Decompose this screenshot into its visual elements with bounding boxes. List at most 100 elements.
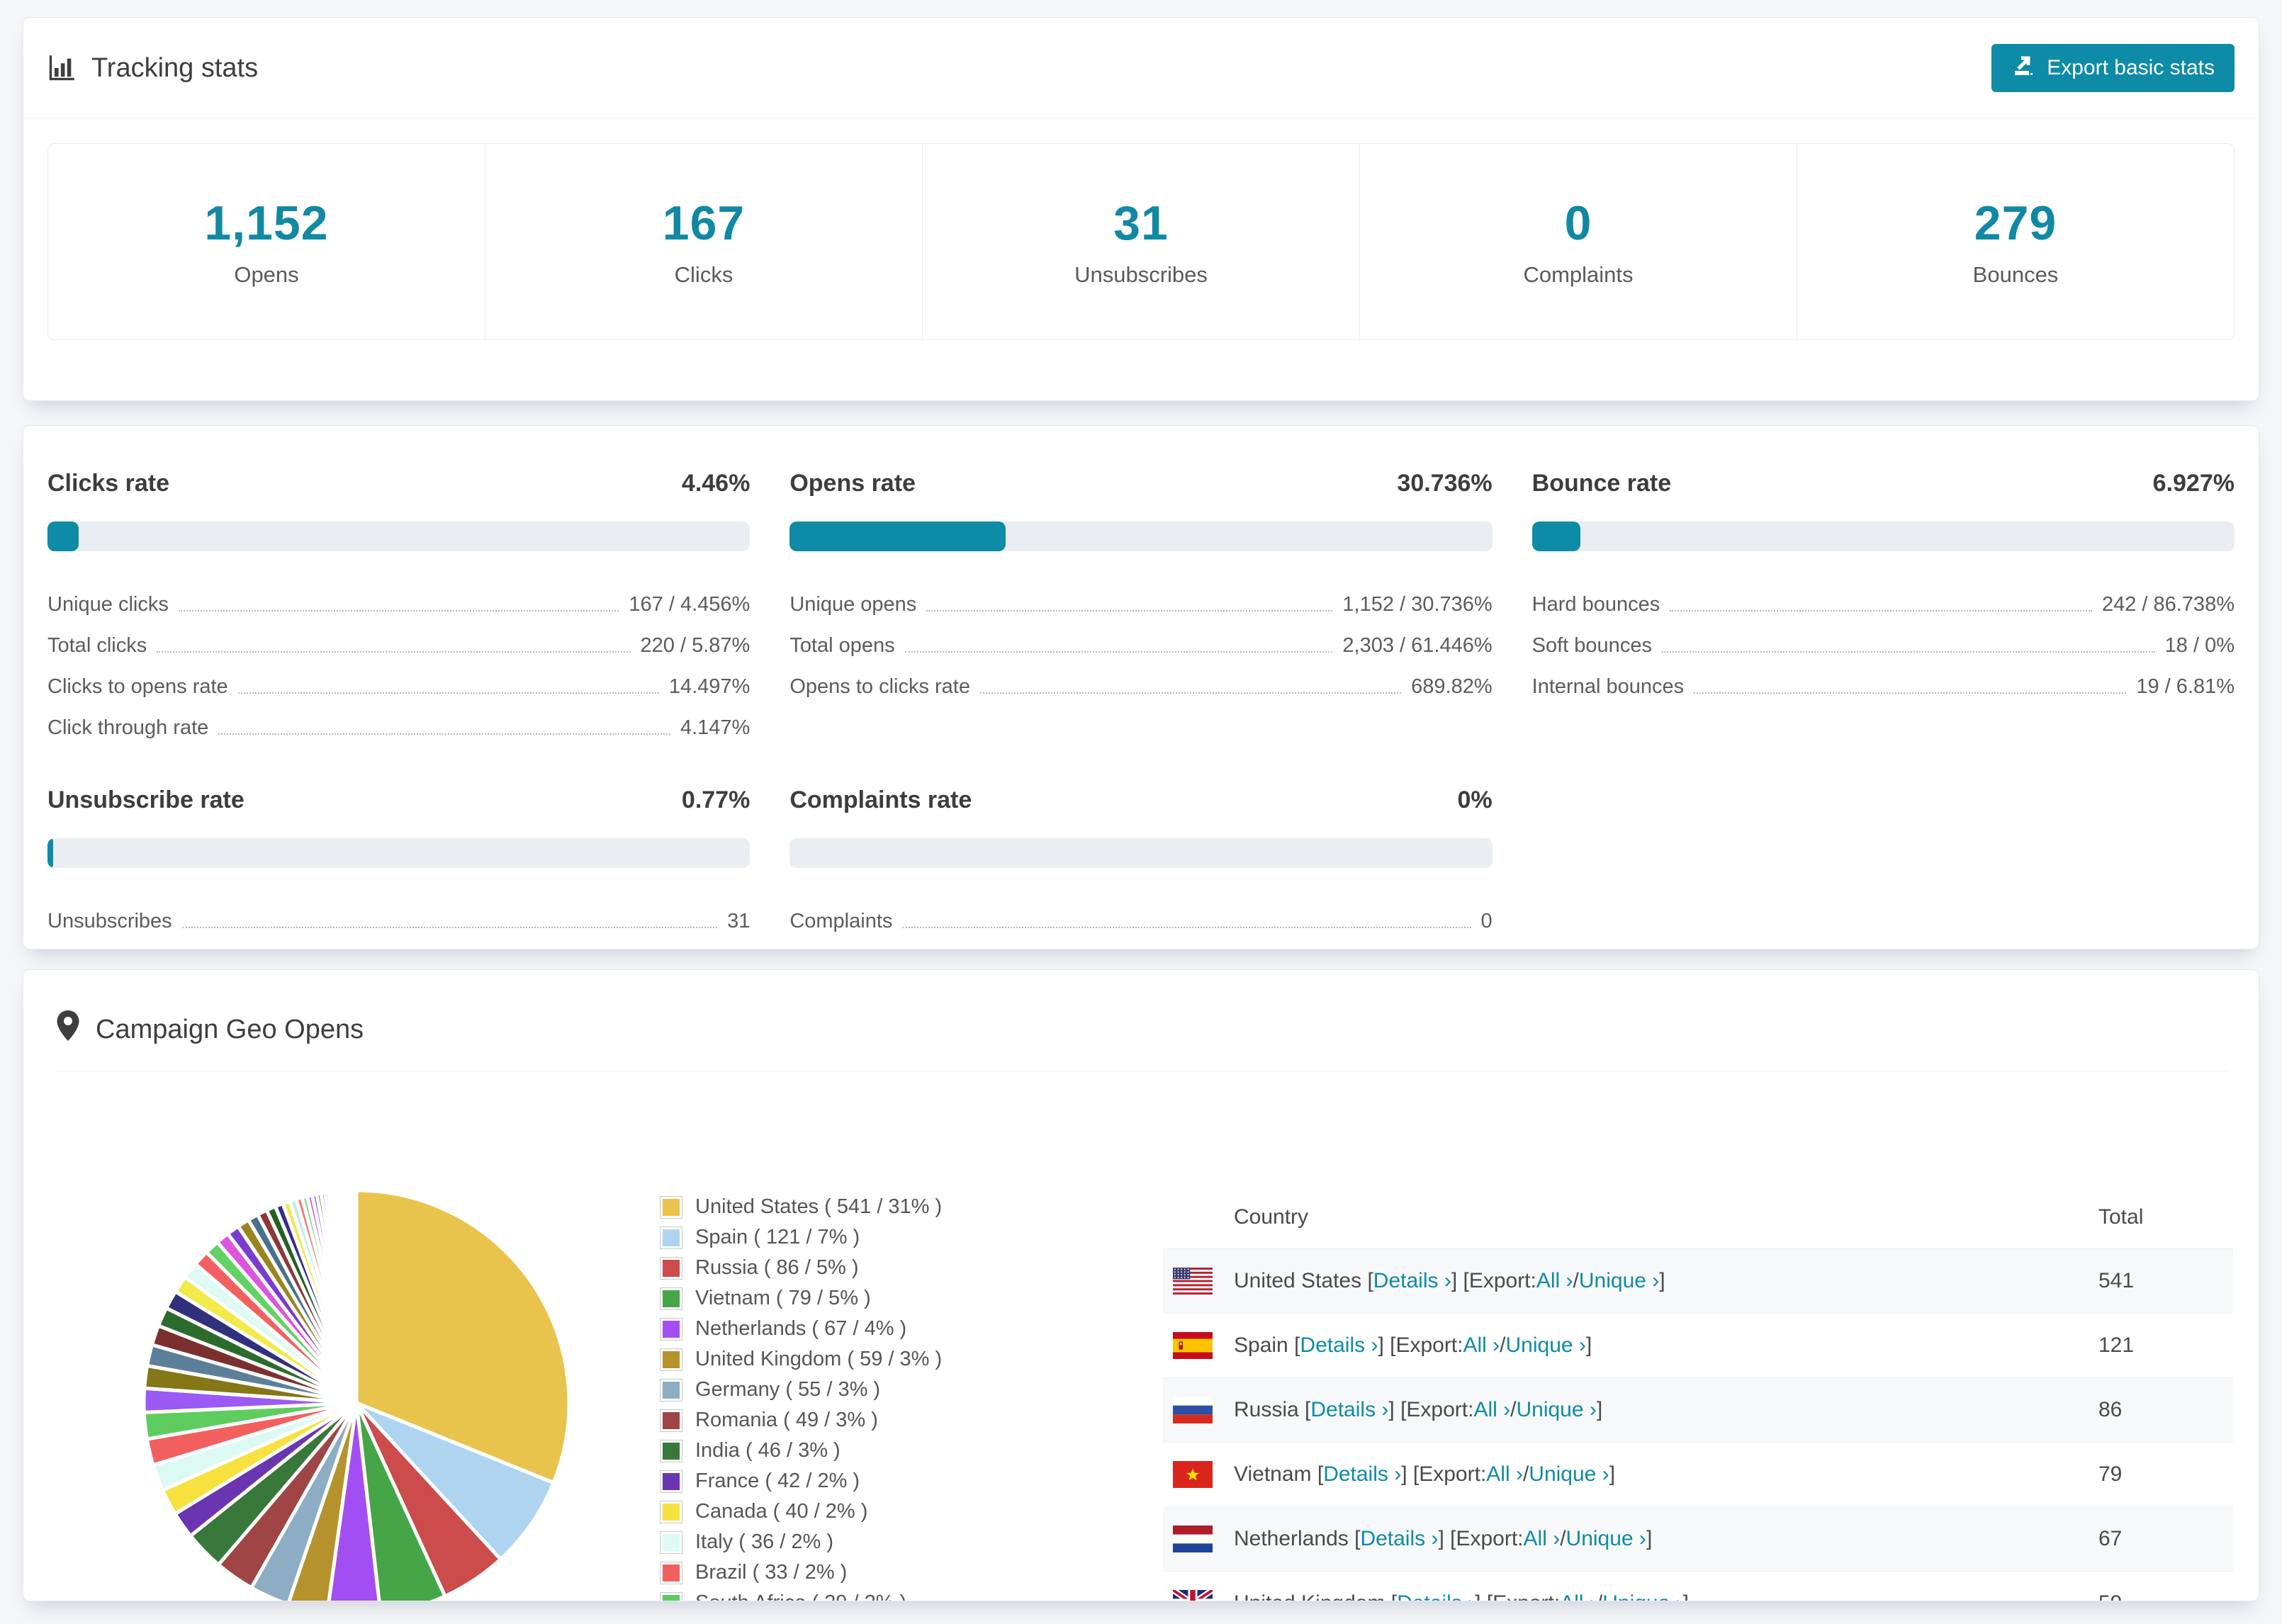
metric-row-hard-bounces: Hard bounces 242 / 86.738%	[1532, 577, 2235, 618]
legend-item-spain[interactable]: Spain ( 121 / 7% )	[660, 1222, 1128, 1253]
total-cell-netherlands: 67	[2098, 1527, 2123, 1550]
details-link-netherlands[interactable]: Details ›	[1360, 1527, 1439, 1550]
complaints-rate-heading: Complaints rate 0%	[789, 786, 1492, 814]
total-cell-united-states: 541	[2098, 1269, 2135, 1292]
legend-item-united-kingdom[interactable]: United Kingdom ( 59 / 3% )	[660, 1344, 1128, 1375]
stat-value-opens: 1,152	[204, 196, 329, 250]
legend-swatch-romania	[660, 1409, 682, 1432]
legend-label-germany: Germany ( 55 / 3% )	[695, 1378, 881, 1401]
metric-label: Soft bounces	[1531, 634, 1652, 657]
legend-item-south-africa[interactable]: South Africa ( 29 / 2% )	[660, 1588, 1128, 1601]
legend-label-united-states: United States ( 541 / 31% )	[695, 1195, 943, 1218]
pie-slice-netherlands[interactable]	[327, 1401, 381, 1601]
export-all-link-russia[interactable]: All ›	[1473, 1398, 1511, 1421]
complaints-rate-metrics: Complaints 0	[789, 893, 1492, 935]
opens-rate-progressbar	[789, 521, 1493, 551]
export-unique-link-russia[interactable]: Unique ›	[1516, 1398, 1597, 1421]
table-row-vietnam: Vietnam [Details ›] [Export: All › / Uni…	[1163, 1443, 2233, 1507]
metric-label: Click through rate	[47, 716, 209, 739]
unsubscribe-rate-title: Unsubscribe rate	[47, 786, 244, 813]
legend-item-romania[interactable]: Romania ( 49 / 3% )	[660, 1405, 1128, 1436]
legend-item-vietnam[interactable]: Vietnam ( 79 / 5% )	[660, 1283, 1128, 1314]
stat-label-unsubscribes: Unsubscribes	[1074, 262, 1208, 287]
export-basic-stats-button[interactable]: Export basic stats	[1991, 44, 2235, 92]
rates-card: Clicks rate 4.46% Unique clicks 167 / 4.456…	[23, 425, 2259, 949]
legend-item-germany[interactable]: Germany ( 55 / 3% )	[660, 1375, 1128, 1405]
pie-slice-united-states[interactable]	[354, 1188, 571, 1485]
legend-label-vietnam: Vietnam ( 79 / 5% )	[695, 1287, 871, 1309]
legend-label-france: France ( 42 / 2% )	[695, 1470, 860, 1492]
table-row-united-kingdom: United Kingdom [Details ›] [Export: All …	[1163, 1572, 2233, 1601]
metric-value: 242 / 86.738%	[2101, 593, 2235, 616]
stat-box-unsubscribes: 31 Unsubscribes	[922, 144, 1359, 339]
table-row-netherlands: Netherlands [Details ›] [Export: All › /…	[1163, 1507, 2233, 1572]
details-link-vietnam[interactable]: Details ›	[1323, 1462, 1402, 1486]
tracking-stats-header: Tracking stats Export basic stats	[23, 18, 2259, 119]
complaints-rate-value: 0%	[1457, 786, 1493, 813]
clicks-rate-progressbar	[47, 521, 751, 551]
legend-swatch-germany	[660, 1378, 682, 1402]
legend-swatch-russia	[660, 1256, 682, 1280]
legend-item-russia[interactable]: Russia ( 86 / 5% )	[660, 1253, 1128, 1283]
page-title: Tracking stats	[91, 52, 259, 83]
total-cell-vietnam: 79	[2098, 1462, 2123, 1486]
metric-value: 4.147%	[680, 716, 751, 739]
export-unique-link-netherlands[interactable]: Unique ›	[1566, 1527, 1646, 1550]
bounce-rate-title: Bounce rate	[1531, 470, 1672, 497]
legend-item-france[interactable]: France ( 42 / 2% )	[660, 1466, 1128, 1496]
us-flag-icon	[1173, 1268, 1213, 1295]
metric-row-unique-opens: Unique opens 1,152 / 30.736%	[789, 577, 1492, 618]
legend-swatch-india	[660, 1439, 682, 1462]
bounce-rate-progressbar	[1531, 521, 2235, 551]
details-link-russia[interactable]: Details ›	[1310, 1398, 1389, 1421]
legend-item-netherlands[interactable]: Netherlands ( 67 / 4% )	[660, 1314, 1128, 1344]
details-link-spain[interactable]: Details ›	[1300, 1333, 1378, 1357]
dotted-leader	[979, 692, 1402, 694]
geo-content: United States ( 541 / 31% ) Spain ( 121 /…	[23, 1071, 2259, 1601]
export-all-link-netherlands[interactable]: All ›	[1523, 1527, 1561, 1550]
metric-row-click-through-rate: Click through rate 4.147%	[47, 700, 750, 741]
country-cell-russia: Russia [Details ›] [Export: All › / Uniq…	[1234, 1398, 1603, 1421]
legend-item-india[interactable]: India ( 46 / 3% )	[660, 1436, 1128, 1466]
opens-rate-title: Opens rate	[789, 470, 916, 497]
details-link-united-kingdom[interactable]: Details ›	[1397, 1591, 1475, 1601]
pie-slice-spain[interactable]	[354, 1401, 556, 1562]
export-unique-link-united-states[interactable]: Unique ›	[1578, 1269, 1660, 1292]
legend-swatch-south-africa	[660, 1591, 682, 1601]
stat-value-clicks: 167	[662, 196, 746, 250]
export-unique-link-united-kingdom[interactable]: Unique ›	[1602, 1591, 1682, 1601]
dotted-leader	[178, 610, 619, 611]
export-all-link-united-kingdom[interactable]: All ›	[1560, 1591, 1597, 1601]
pie-slice-vietnam[interactable]	[354, 1401, 447, 1601]
metric-value: 689.82%	[1411, 675, 1493, 698]
export-unique-link-spain[interactable]: Unique ›	[1505, 1333, 1586, 1357]
legend-item-brazil[interactable]: Brazil ( 33 / 2% )	[660, 1557, 1128, 1588]
legend-swatch-united-kingdom	[660, 1348, 682, 1371]
legend-item-united-states[interactable]: United States ( 541 / 31% )	[660, 1192, 1128, 1222]
metric-value: 167 / 4.456%	[629, 593, 751, 616]
dotted-leader	[181, 927, 718, 928]
export-all-link-vietnam[interactable]: All ›	[1486, 1462, 1523, 1486]
legend-label-canada: Canada ( 40 / 2% )	[695, 1500, 868, 1523]
opens-rate-progressbar-fill	[789, 521, 1006, 551]
metric-label: Total opens	[789, 634, 895, 657]
legend-item-italy[interactable]: Italy ( 36 / 2% )	[660, 1527, 1128, 1557]
export-all-link-united-states[interactable]: All ›	[1536, 1269, 1573, 1292]
metric-value: 0	[1480, 910, 1493, 932]
total-cell-united-kingdom: 59	[2098, 1591, 2233, 1601]
es-flag-icon	[1173, 1332, 1213, 1359]
clicks-rate-value: 4.46%	[681, 470, 751, 497]
dotted-leader	[218, 733, 670, 735]
details-link-united-states[interactable]: Details ›	[1373, 1269, 1451, 1292]
metric-label: Clicks to opens rate	[47, 675, 228, 698]
unsubscribe-rate-progressbar-fill	[47, 838, 53, 868]
legend-label-brazil: Brazil ( 33 / 2% )	[695, 1561, 848, 1584]
legend-label-netherlands: Netherlands ( 67 / 4% )	[695, 1317, 907, 1340]
metric-row-unique-clicks: Unique clicks 167 / 4.456%	[47, 577, 750, 618]
table-row-united-states: United States [Details ›] [Export: All ›…	[1163, 1249, 2233, 1314]
metric-row-soft-bounces: Soft bounces 18 / 0%	[1532, 618, 2235, 659]
export-unique-link-vietnam[interactable]: Unique ›	[1529, 1462, 1609, 1486]
legend-item-canada[interactable]: Canada ( 40 / 2% )	[660, 1496, 1128, 1527]
tracking-stats-card: Tracking stats Export basic stats 1,152 O…	[23, 17, 2259, 401]
export-all-link-spain[interactable]: All ›	[1463, 1333, 1500, 1357]
